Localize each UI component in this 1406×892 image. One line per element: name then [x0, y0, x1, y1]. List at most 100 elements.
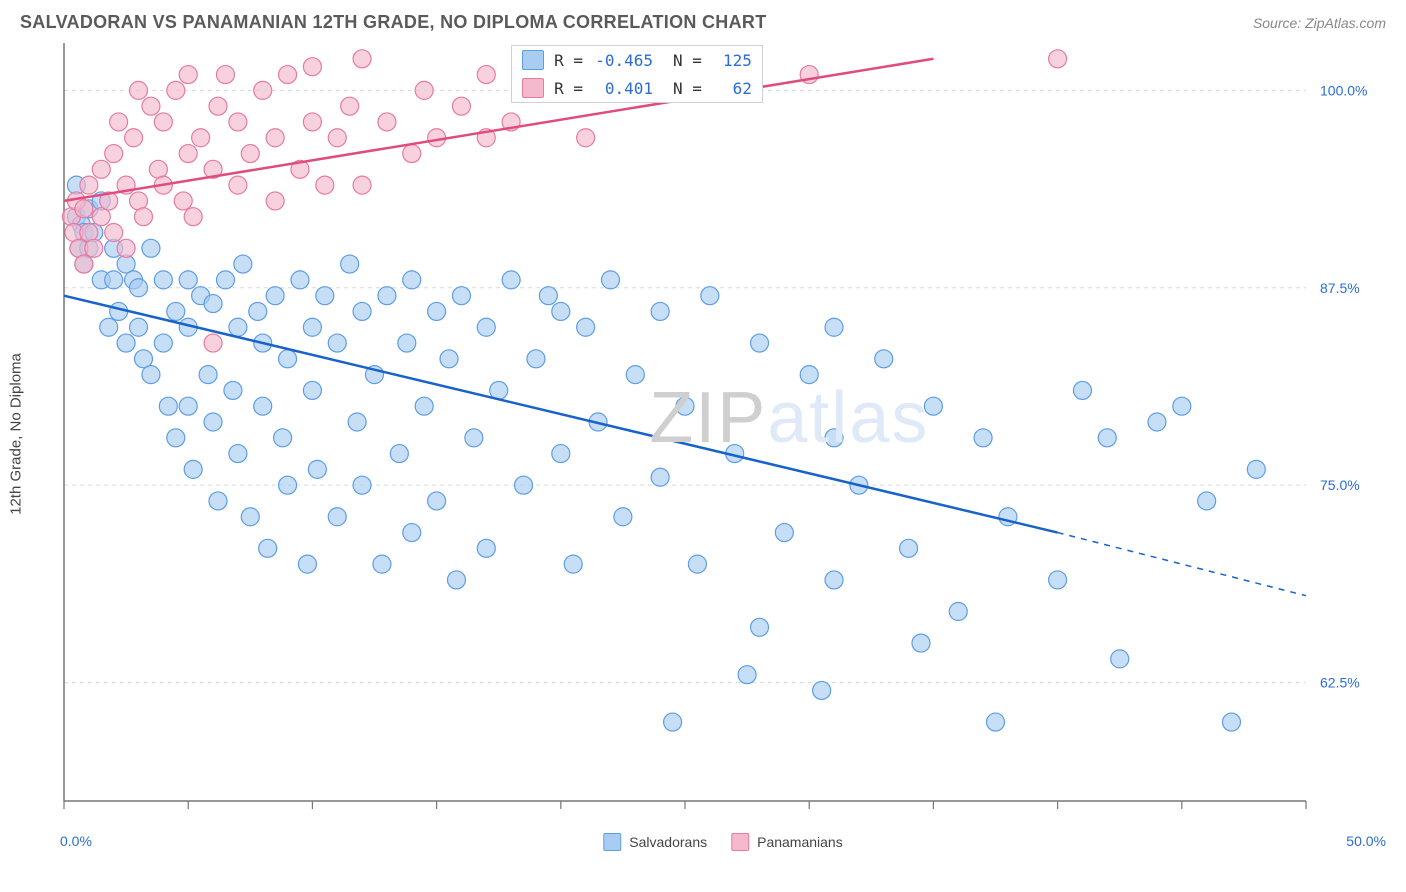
data-point [159, 397, 177, 415]
data-point [378, 287, 396, 305]
data-point [378, 113, 396, 131]
data-point [266, 287, 284, 305]
data-point [651, 468, 669, 486]
data-point [465, 429, 483, 447]
data-point [440, 350, 458, 368]
data-point [428, 302, 446, 320]
data-point [204, 334, 222, 352]
data-point [229, 113, 247, 131]
data-point [415, 397, 433, 415]
data-point [1222, 713, 1240, 731]
data-point [751, 334, 769, 352]
legend-item: Salvadorans [603, 833, 707, 851]
data-point [415, 81, 433, 99]
data-point [105, 224, 123, 242]
data-point [428, 492, 446, 510]
data-point [154, 113, 172, 131]
data-point [577, 129, 595, 147]
legend-row: R =0.401N =62 [512, 74, 762, 102]
data-point [1049, 50, 1067, 68]
legend-N-value: 62 [712, 79, 752, 98]
data-point [100, 318, 118, 336]
data-point [875, 350, 893, 368]
data-point [353, 176, 371, 194]
legend-swatch [603, 833, 621, 851]
data-point [298, 555, 316, 573]
data-point [974, 429, 992, 447]
data-point [452, 97, 470, 115]
data-point [142, 97, 160, 115]
data-point [179, 271, 197, 289]
y-axis-label: 12th Grade, No Diploma [8, 353, 25, 515]
data-point [403, 524, 421, 542]
data-point [452, 287, 470, 305]
data-point [254, 81, 272, 99]
data-point [924, 397, 942, 415]
data-point [353, 476, 371, 494]
data-point [179, 66, 197, 84]
data-point [1073, 381, 1091, 399]
data-point [1247, 460, 1265, 478]
legend-R-value: 0.401 [593, 79, 653, 98]
data-point [130, 81, 148, 99]
data-point [249, 302, 267, 320]
data-point [229, 445, 247, 463]
data-point [316, 176, 334, 194]
data-point [552, 302, 570, 320]
chart-header: SALVADORAN VS PANAMANIAN 12TH GRADE, NO … [0, 0, 1406, 39]
data-point [527, 350, 545, 368]
data-point [209, 97, 227, 115]
data-point [279, 476, 297, 494]
data-point [204, 413, 222, 431]
data-point [303, 113, 321, 131]
legend-swatch [522, 78, 544, 98]
data-point [373, 555, 391, 573]
data-point [1049, 571, 1067, 589]
legend-label: Panamanians [757, 834, 843, 850]
data-point [900, 539, 918, 557]
data-point [353, 302, 371, 320]
data-point [229, 176, 247, 194]
data-point [110, 113, 128, 131]
data-point [328, 129, 346, 147]
data-point [254, 397, 272, 415]
data-point [241, 508, 259, 526]
data-point [308, 460, 326, 478]
data-point [316, 287, 334, 305]
data-point [274, 429, 292, 447]
data-point [800, 366, 818, 384]
data-point [477, 539, 495, 557]
data-point [341, 255, 359, 273]
data-point [204, 295, 222, 313]
data-point [328, 334, 346, 352]
data-point [179, 397, 197, 415]
trend-line-salvadorans-extrapolated [1058, 533, 1306, 596]
data-point [515, 476, 533, 494]
svg-text:100.0%: 100.0% [1320, 82, 1367, 98]
data-point [348, 413, 366, 431]
data-point [751, 618, 769, 636]
data-point [398, 334, 416, 352]
data-point [1148, 413, 1166, 431]
data-point [601, 271, 619, 289]
data-point [912, 634, 930, 652]
legend-item: Panamanians [731, 833, 843, 851]
data-point [390, 445, 408, 463]
data-point [75, 255, 93, 273]
svg-text:75.0%: 75.0% [1320, 477, 1360, 493]
data-point [142, 239, 160, 257]
data-point [105, 145, 123, 163]
chart-title: SALVADORAN VS PANAMANIAN 12TH GRADE, NO … [20, 12, 767, 33]
data-point [626, 366, 644, 384]
data-point [199, 366, 217, 384]
data-point [577, 318, 595, 336]
data-point [167, 81, 185, 99]
data-point [154, 334, 172, 352]
data-point [259, 539, 277, 557]
data-point [303, 318, 321, 336]
data-point [651, 302, 669, 320]
legend-N-label: N = [673, 51, 702, 70]
data-point [154, 271, 172, 289]
x-axis-labels: 0.0% SalvadoransPanamanians 50.0% [60, 833, 1386, 863]
data-point [92, 160, 110, 178]
